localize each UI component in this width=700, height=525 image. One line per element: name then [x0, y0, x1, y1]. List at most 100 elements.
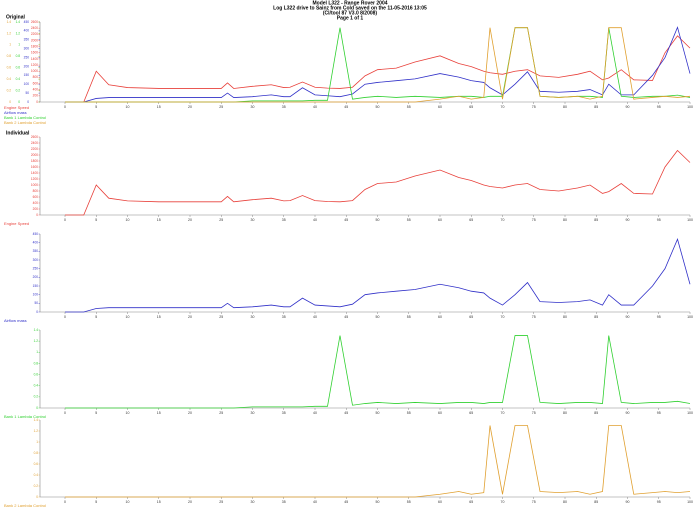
x-tick-label: 65	[469, 411, 473, 415]
x-tick-label: 45	[344, 500, 348, 504]
y-tick-label: 400	[33, 88, 39, 92]
x-tick-label: 15	[157, 105, 161, 109]
y-tick-label: 250	[33, 267, 39, 271]
x-tick-label: 10	[126, 500, 130, 504]
y-tick-label: 2000	[31, 38, 38, 42]
series-line	[65, 149, 691, 216]
x-tick-label: 10	[126, 411, 130, 415]
y-tick-label: 0.8	[34, 451, 39, 455]
y-tick-label: 1	[36, 440, 38, 444]
x-tick-label: 75	[532, 500, 536, 504]
x-tick-label: 70	[501, 218, 505, 222]
x-tick-label: 100	[687, 105, 693, 109]
x-tick-label: 60	[438, 500, 442, 504]
x-tick-label: 50	[376, 218, 380, 222]
y-tick-label: 2000	[31, 153, 38, 157]
legend-label: Engine Speed	[4, 105, 29, 110]
y-tick-label: 0.4	[7, 77, 12, 81]
x-tick-label: 65	[469, 218, 473, 222]
y-tick-label: 400	[33, 201, 39, 205]
x-tick-label: 65	[469, 500, 473, 504]
section-title: Original	[6, 14, 26, 20]
y-tick-label: 350	[33, 249, 39, 253]
y-tick-label: 0.2	[16, 88, 21, 92]
y-tick-label: 350	[24, 38, 30, 42]
y-tick-label: 1200	[31, 177, 38, 181]
y-tick-label: 1.2	[34, 339, 39, 343]
y-tick-label: 1200	[31, 63, 38, 67]
y-tick-label: 450	[33, 232, 39, 236]
y-tick-label: 0	[36, 495, 38, 499]
x-tick-label: 40	[313, 105, 317, 109]
y-tick-label: 50	[34, 301, 38, 305]
x-tick-label: 80	[563, 105, 567, 109]
y-tick-label: 0.4	[16, 77, 21, 81]
legend-label: Airflow mass	[4, 318, 27, 323]
x-tick-label: 35	[282, 218, 286, 222]
x-tick-label: 5	[95, 411, 97, 415]
y-tick-label: 300	[33, 258, 39, 262]
x-tick-label: 60	[438, 315, 442, 319]
x-tick-label: 10	[126, 218, 130, 222]
x-tick-label: 100	[687, 500, 693, 504]
y-tick-label: 0	[36, 406, 38, 410]
y-tick-label: 200	[33, 275, 39, 279]
x-tick-label: 85	[594, 218, 598, 222]
y-tick-label: 400	[33, 241, 39, 245]
y-tick-label: 1	[9, 43, 11, 47]
legend-label: Bank 2 Lambda Control	[4, 120, 46, 125]
y-tick-label: 250	[24, 55, 30, 59]
x-tick-label: 30	[251, 315, 255, 319]
x-tick-label: 30	[251, 411, 255, 415]
y-tick-label: 200	[33, 94, 39, 98]
y-tick-label: 2200	[31, 147, 38, 151]
legend-label: Bank 2 Lambda Control	[4, 503, 46, 508]
y-tick-label: 100	[33, 293, 39, 297]
x-tick-label: 95	[657, 105, 661, 109]
y-tick-label: 1000	[31, 183, 38, 187]
x-tick-label: 70	[501, 411, 505, 415]
x-tick-label: 20	[188, 411, 192, 415]
x-tick-label: 50	[376, 411, 380, 415]
x-tick-label: 10	[126, 105, 130, 109]
x-tick-label: 40	[313, 218, 317, 222]
y-tick-label: 450	[24, 20, 30, 24]
x-tick-label: 30	[251, 218, 255, 222]
y-tick-label: 0	[9, 100, 11, 104]
legend-label: Bank 1 Lambda Control	[4, 414, 46, 419]
y-tick-label: 0.6	[34, 372, 39, 376]
x-tick-label: 50	[376, 500, 380, 504]
y-tick-label: 1.2	[7, 31, 12, 35]
x-tick-label: 50	[376, 315, 380, 319]
y-tick-label: 0.4	[34, 384, 39, 388]
x-tick-label: 30	[251, 105, 255, 109]
x-tick-label: 35	[282, 500, 286, 504]
y-tick-label: 0	[27, 100, 29, 104]
x-tick-label: 70	[501, 315, 505, 319]
y-tick-label: 50	[25, 91, 29, 95]
y-tick-label: 1800	[31, 159, 38, 163]
x-tick-label: 80	[563, 500, 567, 504]
x-tick-label: 20	[188, 315, 192, 319]
y-tick-label: 300	[24, 47, 30, 51]
x-tick-label: 25	[219, 315, 223, 319]
y-tick-label: 200	[33, 207, 39, 211]
x-tick-label: 25	[219, 218, 223, 222]
x-tick-label: 100	[687, 411, 693, 415]
x-tick-label: 5	[95, 315, 97, 319]
y-tick-label: 0	[36, 213, 38, 217]
legend-label: Bank 1 Lambda Control	[4, 115, 46, 120]
y-tick-label: 1.4	[16, 20, 21, 24]
x-tick-label: 20	[188, 218, 192, 222]
x-tick-label: 100	[687, 218, 693, 222]
header-line: Page 1 of 1	[337, 15, 364, 21]
y-tick-label: 0.6	[34, 462, 39, 466]
y-tick-label: 800	[33, 189, 39, 193]
y-tick-label: 0	[36, 310, 38, 314]
y-tick-label: 0.8	[7, 54, 12, 58]
y-tick-label: 1.2	[34, 429, 39, 433]
x-tick-label: 5	[95, 105, 97, 109]
x-tick-label: 15	[157, 500, 161, 504]
y-tick-label: 0.2	[7, 88, 12, 92]
